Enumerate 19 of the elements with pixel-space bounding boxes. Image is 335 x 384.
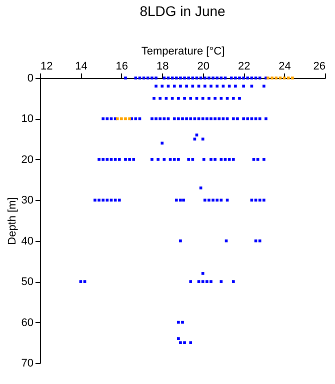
x-tick-label: 20 xyxy=(197,60,210,72)
x-axis-title: Temperature [°C] xyxy=(141,46,225,58)
chart-title: 8LDG in June xyxy=(140,3,226,19)
y-tick-label: 70 xyxy=(21,358,34,370)
y-tick-label: 50 xyxy=(21,276,34,288)
y-tick-label: 40 xyxy=(21,235,34,248)
x-tick-label: 24 xyxy=(278,60,291,72)
x-tick-label: 12 xyxy=(40,60,53,72)
x-tick-label: 14 xyxy=(75,60,88,72)
y-tick-label: 20 xyxy=(21,154,34,166)
y-tick-label: 30 xyxy=(21,194,34,207)
x-tick-label: 16 xyxy=(116,60,128,72)
x-tick-label: 22 xyxy=(238,60,250,72)
y-tick-label: 0 xyxy=(27,72,34,84)
y-axis-title: Depth [m] xyxy=(6,197,18,245)
y-tick-label: 10 xyxy=(21,113,34,126)
y-tick-label: 60 xyxy=(21,316,34,329)
x-tick-label: 18 xyxy=(156,60,169,72)
x-tick-label: 26 xyxy=(313,60,326,72)
